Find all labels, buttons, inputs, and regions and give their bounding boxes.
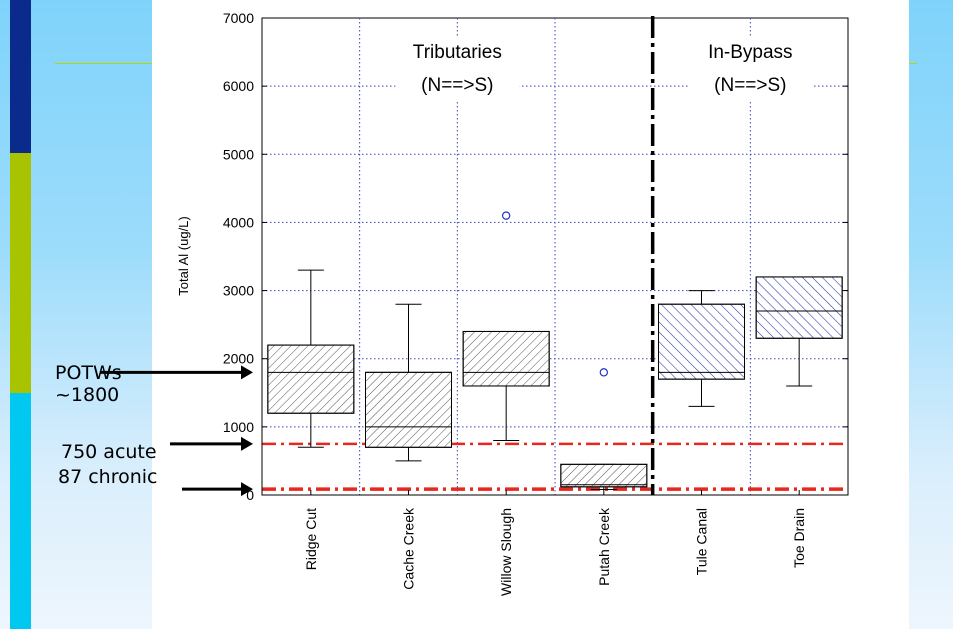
iqr-box [658, 303, 745, 380]
y-tick-label: 0 [246, 487, 254, 503]
iqr-box [462, 330, 550, 387]
x-category-label: Ridge Cut [303, 508, 319, 570]
y-tick-label: 7000 [223, 10, 254, 26]
boxes [267, 211, 843, 491]
outlier-point [599, 368, 609, 377]
slide-accent-bar-cyan [10, 393, 31, 629]
x-category-label: Putah Creek [596, 507, 612, 586]
box-willow-slough [462, 211, 550, 441]
y-tick-label: 1000 [223, 419, 254, 435]
box-toe-drain [755, 276, 843, 387]
arrow-head [241, 482, 253, 497]
slide-accent-bar-navy [10, 0, 31, 153]
slide-accent-bar-lime [10, 153, 31, 393]
potws-label: POTWs ~1800 [55, 362, 122, 406]
x-category-label: Toe Drain [791, 508, 807, 568]
group-label-background [688, 38, 813, 100]
y-tick-label: 4000 [223, 214, 254, 230]
acute-criterion-label: 750 acute [61, 441, 157, 463]
reference-lines [262, 16, 848, 495]
labels: Total Al (ug/L) Ridge Cut Cache Creek Willo… [176, 38, 813, 596]
group-label-title: Tributaries [413, 42, 502, 63]
annotation-arrows [100, 365, 253, 497]
chronic-arrow [182, 482, 253, 497]
box-ridge-cut [267, 269, 355, 448]
acute-arrow [170, 436, 253, 451]
iqr-box [560, 463, 648, 488]
x-category-label: Cache Creek [401, 507, 417, 590]
x-category-label: Willow Slough [498, 508, 514, 596]
arrow-head [241, 365, 253, 380]
iqr-box [267, 344, 355, 414]
iqr-box [755, 276, 843, 339]
potws-arrow [100, 365, 253, 380]
y-tick-label: 5000 [223, 146, 254, 162]
y-tick-label: 2000 [223, 351, 254, 367]
y-tick-label: 6000 [223, 78, 254, 94]
outlier-point [501, 211, 511, 220]
group-label-background [395, 38, 520, 100]
box-tule-canal [658, 290, 745, 407]
potws-label-line2: ~1800 [55, 384, 120, 406]
y-axis-title: Total Al (ug/L) [176, 216, 191, 296]
axes: 0 1000 2000 3000 4000 5000 6000 7000 [223, 10, 848, 503]
potws-label-line1: POTWs [55, 362, 122, 384]
arrow-head [241, 436, 253, 451]
iqr-box [365, 371, 452, 448]
y-tick-label: 3000 [223, 283, 254, 299]
box-putah-creek [560, 368, 648, 491]
group-label-direction: (N==>S) [714, 75, 786, 96]
box-cache-creek [365, 303, 452, 462]
x-category-label: Tule Canal [694, 508, 710, 575]
group-label-direction: (N==>S) [421, 75, 493, 96]
group-label-title: In-Bypass [708, 42, 792, 63]
chronic-criterion-label: 87 chronic [58, 466, 158, 488]
